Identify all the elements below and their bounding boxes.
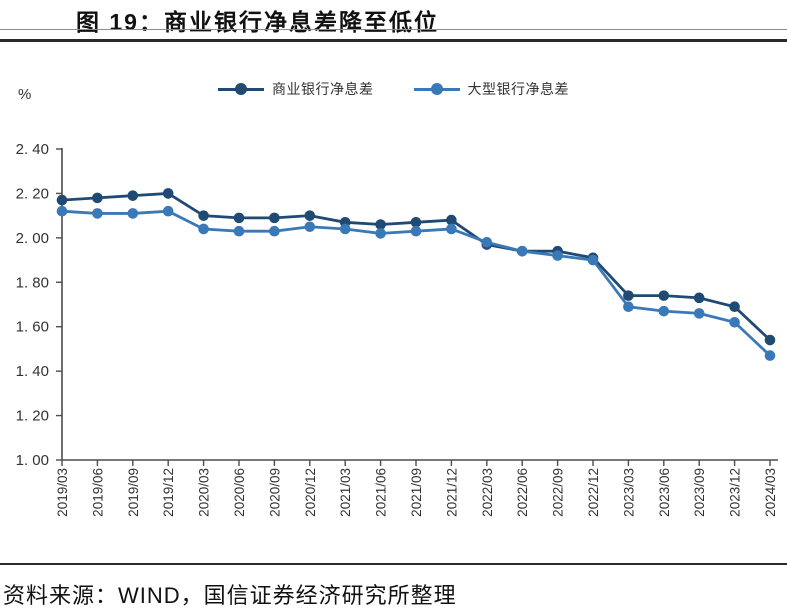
x-axis-label: 2023/12 bbox=[728, 468, 743, 517]
data-point-series-1 bbox=[693, 308, 705, 319]
divider-thick bbox=[0, 39, 787, 42]
y-axis-label: 1. 80 bbox=[16, 274, 49, 291]
data-point-series-1 bbox=[304, 221, 316, 233]
data-point-series-0 bbox=[162, 188, 174, 199]
x-axis-label: 2021/12 bbox=[444, 468, 459, 517]
x-axis-label: 2019/06 bbox=[90, 468, 105, 517]
x-axis-label: 2021/03 bbox=[338, 468, 353, 517]
x-axis-label: 2023/09 bbox=[692, 468, 707, 517]
data-point-series-0 bbox=[446, 214, 457, 226]
data-point-series-1 bbox=[410, 225, 422, 237]
x-axis-label: 2019/03 bbox=[55, 468, 70, 517]
x-axis-label: 2024/03 bbox=[763, 468, 778, 517]
y-axis-label: 1. 60 bbox=[16, 319, 49, 336]
data-point-series-1 bbox=[269, 225, 280, 237]
x-axis-label: 2021/09 bbox=[409, 468, 424, 517]
data-point-series-1 bbox=[446, 223, 457, 235]
data-point-series-0 bbox=[233, 212, 245, 224]
data-point-series-0 bbox=[198, 210, 209, 221]
legend-line-marker-icon bbox=[413, 83, 460, 95]
data-point-series-0 bbox=[658, 290, 670, 301]
legend-label-commercial-banks: 商业银行净息差 bbox=[272, 81, 374, 97]
data-point-series-1 bbox=[552, 250, 563, 261]
data-point-series-1 bbox=[623, 301, 634, 313]
data-point-series-0 bbox=[127, 190, 139, 201]
x-axis-label: 2021/06 bbox=[374, 468, 389, 517]
x-axis-label: 2020/06 bbox=[232, 468, 247, 517]
legend-line-marker-icon bbox=[218, 83, 264, 95]
data-point-series-1 bbox=[658, 305, 670, 317]
x-axis-label: 2023/03 bbox=[621, 468, 636, 517]
y-axis-label: 1. 20 bbox=[16, 408, 49, 425]
x-axis-label: 2020/12 bbox=[303, 468, 318, 517]
y-axis-unit-label: % bbox=[18, 86, 32, 103]
x-axis-label: 2019/09 bbox=[126, 468, 141, 517]
divider-thin bbox=[0, 29, 787, 30]
data-point-series-1 bbox=[516, 245, 528, 257]
legend-item-commercial-banks: 商业银行净息差 bbox=[218, 79, 374, 99]
data-point-series-0 bbox=[56, 194, 68, 206]
y-axis-label: 2. 00 bbox=[16, 230, 49, 247]
data-point-series-0 bbox=[729, 301, 740, 313]
data-point-series-1 bbox=[127, 208, 139, 219]
data-point-series-1 bbox=[198, 223, 209, 235]
data-point-series-1 bbox=[233, 225, 245, 237]
legend-label-large-banks: 大型银行净息差 bbox=[467, 81, 569, 97]
y-axis-label: 2. 20 bbox=[16, 185, 49, 202]
x-axis-label: 2019/12 bbox=[161, 468, 176, 517]
data-point-series-0 bbox=[410, 217, 422, 228]
legend-dot-icon bbox=[430, 83, 443, 95]
data-point-series-1 bbox=[339, 223, 351, 235]
x-axis-label: 2020/09 bbox=[267, 468, 282, 517]
divider-bottom bbox=[0, 563, 787, 565]
y-axis-label: 2. 40 bbox=[16, 141, 49, 158]
x-axis-label: 2022/12 bbox=[586, 468, 601, 517]
data-point-series-0 bbox=[375, 219, 386, 230]
y-axis-label: 1. 40 bbox=[16, 363, 49, 380]
x-axis-label: 2022/09 bbox=[551, 468, 566, 517]
data-point-series-0 bbox=[764, 334, 776, 346]
data-point-series-1 bbox=[764, 350, 776, 361]
data-point-series-1 bbox=[481, 237, 493, 248]
legend-item-large-banks: 大型银行净息差 bbox=[413, 79, 570, 99]
data-point-series-0 bbox=[693, 292, 705, 304]
data-point-series-0 bbox=[304, 210, 316, 221]
line-chart: 2. 40 2. 20 2. 00 1. 80 1. 60 1. 40 1. 20 1. 00… bbox=[16, 141, 778, 517]
figure-title: 图 19：商业银行净息差降至低位 bbox=[76, 9, 439, 35]
data-point-series-1 bbox=[729, 316, 740, 328]
data-point-series-1 bbox=[92, 208, 103, 219]
source-note: 资料来源：WIND，国信证券经济研究所整理 bbox=[3, 583, 457, 608]
data-point-series-1 bbox=[375, 228, 386, 239]
x-axis-label: 2022/03 bbox=[480, 468, 495, 517]
chart-legend: 商业银行净息差 大型银行净息差 bbox=[0, 79, 787, 99]
data-point-series-0 bbox=[269, 212, 280, 224]
data-point-series-1 bbox=[162, 205, 174, 217]
data-point-series-1 bbox=[56, 205, 68, 217]
x-axis-label: 2023/06 bbox=[657, 468, 672, 517]
legend-dot-icon bbox=[235, 83, 247, 95]
data-point-series-0 bbox=[92, 192, 103, 204]
x-axis-label: 2022/06 bbox=[515, 468, 530, 517]
x-axis-label: 2020/03 bbox=[197, 468, 212, 517]
y-axis-label: 1. 00 bbox=[16, 452, 49, 469]
data-point-series-1 bbox=[587, 254, 599, 266]
data-point-series-0 bbox=[623, 290, 634, 301]
